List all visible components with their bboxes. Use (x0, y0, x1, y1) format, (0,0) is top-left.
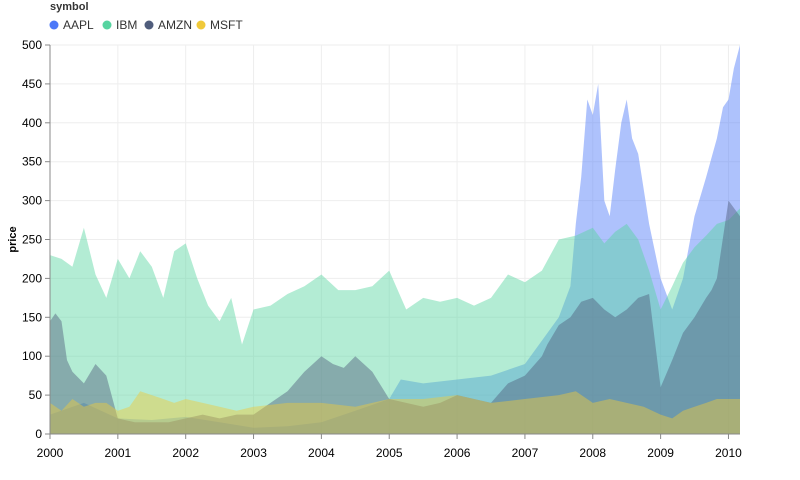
y-tick-label: 350 (22, 155, 42, 169)
legend-label-ibm: IBM (116, 18, 137, 32)
x-tick-label: 2005 (376, 446, 403, 460)
x-tick-label: 2000 (37, 446, 64, 460)
x-tick-label: 2002 (172, 446, 199, 460)
x-axis: 2000 2001 2002 2003 2004 2005 2006 2007 2008 2009… (37, 434, 742, 460)
axes: 2000 2001 2002 2003 2004 2005 2006 2007 2008 2009… (7, 38, 742, 460)
legend-label-msft: MSFT (210, 18, 243, 32)
area-series (50, 45, 740, 434)
x-tick-label: 2008 (579, 446, 606, 460)
legend-item-msft[interactable]: MSFT (196, 18, 244, 32)
y-tick-label: 400 (22, 116, 42, 130)
y-axis-title: price (7, 226, 19, 252)
x-tick-label: 2010 (715, 446, 742, 460)
x-tick-label: 2007 (512, 446, 539, 460)
legend-swatch-ibm (102, 20, 112, 30)
y-tick-label: 50 (29, 388, 43, 402)
y-tick-label: 200 (22, 271, 42, 285)
legend-label-amzn: AMZN (158, 18, 192, 32)
legend-swatch-aapl (49, 20, 59, 30)
legend-item-aapl[interactable]: AAPL (49, 18, 95, 32)
y-tick-label: 150 (22, 310, 42, 324)
area-amzn (50, 200, 740, 434)
legend-title: symbol (50, 1, 89, 13)
legend-item-amzn[interactable]: AMZN (144, 18, 193, 32)
y-tick-label: 450 (22, 77, 42, 91)
x-tick-label: 2003 (240, 446, 267, 460)
area-msft (50, 391, 740, 434)
y-axis: 0 50 100 150 200 250 300 350 400 450 500 (22, 38, 50, 441)
x-tick-label: 2001 (104, 446, 131, 460)
area-ibm (50, 208, 740, 434)
y-tick-label: 300 (22, 194, 42, 208)
x-tick-label: 2004 (308, 446, 335, 460)
y-tick-label: 100 (22, 349, 42, 363)
legend-swatch-msft (196, 20, 206, 30)
x-tick-label: 2006 (444, 446, 471, 460)
legend: symbol AAPL IBM AMZN MSFT (49, 1, 244, 32)
legend-item-ibm[interactable]: IBM (102, 18, 138, 32)
y-tick-label: 0 (35, 427, 42, 441)
y-tick-label: 250 (22, 233, 42, 247)
area-aapl (50, 45, 740, 434)
legend-swatch-amzn (144, 20, 154, 30)
x-tick-label: 2009 (647, 446, 674, 460)
y-tick-label: 500 (22, 38, 42, 52)
legend-label-aapl: AAPL (63, 18, 94, 32)
